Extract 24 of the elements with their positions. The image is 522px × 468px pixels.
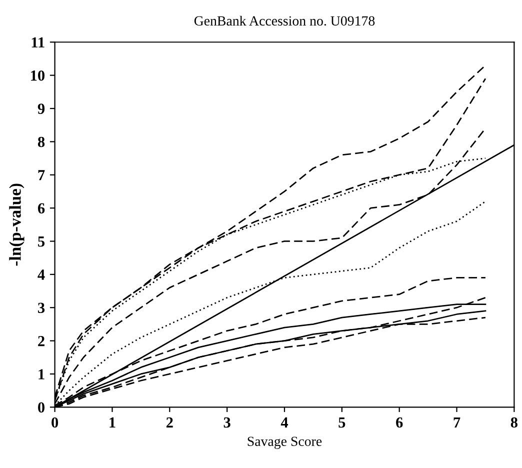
x-tick-label: 7: [454, 417, 460, 428]
y-tick-label: 6: [38, 203, 45, 214]
y-tick-label: 8: [38, 136, 45, 148]
y-tick-label: 0: [38, 402, 45, 413]
x-tick-label: 3: [224, 417, 230, 428]
y-tick-label: 5: [38, 236, 45, 247]
chart-title: GenBank Accession no. U09178: [194, 16, 375, 26]
y-tick-label: 1: [38, 369, 44, 380]
y-tick-label: 4: [38, 270, 45, 280]
x-axis-title: Savage Score: [248, 436, 322, 449]
y-tick-label: 11: [32, 37, 44, 48]
x-tick-label: 1: [110, 417, 116, 428]
x-tick-label: 4: [280, 417, 288, 428]
y-tick-label: 10: [31, 70, 45, 81]
y-tick-label: 7: [38, 170, 45, 180]
y-axis-title: -ln(p-value): [9, 184, 24, 266]
y-tick-label: 3: [38, 302, 45, 314]
y-tick-label: 9: [38, 104, 45, 114]
x-tick-label: 6: [396, 417, 403, 428]
y-tick-label: 2: [38, 336, 44, 346]
x-tick-label: 8: [510, 417, 518, 428]
x-tick-label: 2: [166, 417, 173, 428]
x-tick-label: 0: [52, 417, 58, 428]
x-tick-label: 5: [338, 417, 346, 428]
